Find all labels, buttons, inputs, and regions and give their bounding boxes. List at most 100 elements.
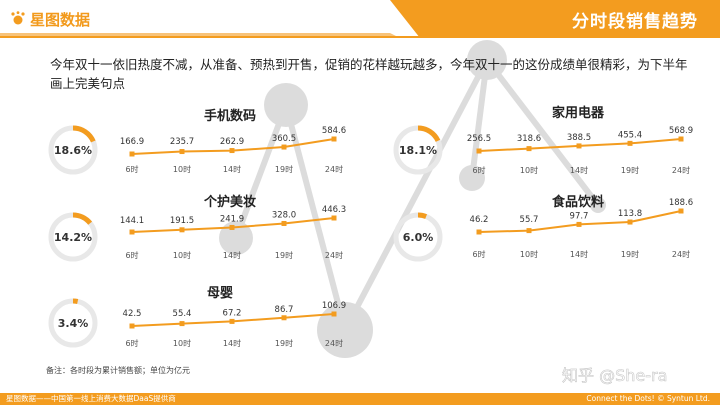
tick-label: 10时 xyxy=(520,249,538,259)
footnote: 备注：各时段为累计销售额；单位为亿元 xyxy=(46,366,190,375)
network-node xyxy=(467,40,507,80)
data-point xyxy=(476,229,482,235)
chart-title: 手机数码 xyxy=(204,108,256,124)
data-label: 256.5 xyxy=(467,134,491,144)
tick-label: 14时 xyxy=(223,338,241,348)
tick-label: 10时 xyxy=(173,250,191,260)
tick-label: 6时 xyxy=(472,165,485,175)
data-point xyxy=(576,221,582,227)
data-label: 191.5 xyxy=(170,216,194,226)
data-label: 241.9 xyxy=(220,214,244,224)
share-ring-arc xyxy=(393,212,443,262)
tick-label: 10时 xyxy=(520,165,538,175)
data-label: 55.4 xyxy=(173,309,192,319)
data-label: 318.6 xyxy=(517,134,541,144)
share-label: 14.2% xyxy=(54,231,92,244)
tick-label: 24时 xyxy=(672,249,690,259)
share-ring-arc xyxy=(48,125,98,175)
tick-label: 24时 xyxy=(325,338,343,348)
network-line xyxy=(283,104,348,331)
data-label: 46.2 xyxy=(470,215,489,225)
data-point xyxy=(281,315,287,321)
data-point xyxy=(526,146,532,152)
tick-label: 19时 xyxy=(621,249,639,259)
share-ring-arc xyxy=(48,212,98,262)
network-node xyxy=(219,221,253,255)
data-point xyxy=(476,148,482,154)
share-ring-arc xyxy=(393,125,443,175)
data-label: 67.2 xyxy=(223,308,242,318)
data-label: 42.5 xyxy=(123,309,142,319)
network-line xyxy=(233,103,289,240)
chart-title: 食品饮料 xyxy=(552,194,604,210)
network-node xyxy=(264,83,308,127)
share-ring-arc xyxy=(48,298,98,348)
data-label: 328.0 xyxy=(272,210,296,220)
tick-label: 10时 xyxy=(173,338,191,348)
data-point xyxy=(229,224,235,230)
share-label: 18.6% xyxy=(54,144,92,157)
data-point xyxy=(678,136,684,142)
data-label: 97.7 xyxy=(570,211,589,221)
data-point xyxy=(281,220,287,226)
network-node xyxy=(590,197,606,213)
data-label: 113.8 xyxy=(618,209,642,219)
data-label: 455.4 xyxy=(618,130,642,140)
share-label: 3.4% xyxy=(58,317,89,330)
tick-label: 24时 xyxy=(325,164,343,174)
share-label: 6.0% xyxy=(403,231,434,244)
network-node xyxy=(459,165,485,191)
tick-label: 19时 xyxy=(621,165,639,175)
network-line xyxy=(484,58,601,207)
footer-bar: 星图数据——中国第一线上消费大数据DaaS提供商 Connect the Dot… xyxy=(0,393,720,405)
data-label: 144.1 xyxy=(120,216,144,226)
data-point xyxy=(678,208,684,214)
data-label: 235.7 xyxy=(170,137,194,147)
data-label: 55.7 xyxy=(520,215,539,225)
data-point xyxy=(179,321,185,327)
tick-label: 19时 xyxy=(275,338,293,348)
data-point xyxy=(129,151,135,157)
share-label: 18.1% xyxy=(399,144,437,157)
tick-label: 6时 xyxy=(472,249,485,259)
data-point xyxy=(229,318,235,324)
network-node xyxy=(317,302,373,358)
data-label: 584.6 xyxy=(322,126,346,136)
tick-label: 6时 xyxy=(125,164,138,174)
tick-label: 19时 xyxy=(275,250,293,260)
tick-label: 14时 xyxy=(223,164,241,174)
tick-label: 14时 xyxy=(570,249,588,259)
data-point xyxy=(179,149,185,155)
tick-label: 6时 xyxy=(125,338,138,348)
data-point xyxy=(129,323,135,329)
data-label: 446.3 xyxy=(322,205,346,215)
tick-label: 19时 xyxy=(275,164,293,174)
chart-title: 母婴 xyxy=(207,285,233,301)
data-point xyxy=(331,215,337,221)
tick-label: 10时 xyxy=(173,164,191,174)
data-label: 360.5 xyxy=(272,134,296,144)
data-point xyxy=(331,311,337,317)
page-title: 分时段销售趋势 xyxy=(572,12,698,32)
tick-label: 24时 xyxy=(672,165,690,175)
data-label: 86.7 xyxy=(275,305,294,315)
data-point xyxy=(627,219,633,225)
data-point xyxy=(179,227,185,233)
data-label: 188.6 xyxy=(669,198,693,208)
data-point xyxy=(576,143,582,149)
data-point xyxy=(331,136,337,142)
tick-label: 14时 xyxy=(223,250,241,260)
chart-title: 个护美妆 xyxy=(203,194,256,210)
brand-logo: 星图数据 xyxy=(10,8,90,30)
chart-title: 家用电器 xyxy=(552,105,605,121)
intro-text: 今年双十一依旧热度不减，从准备、预热到开售，促销的花样越玩越多，今年双十一的这份… xyxy=(50,57,688,91)
data-label: 568.9 xyxy=(669,126,693,136)
star-logo-icon xyxy=(11,11,25,25)
data-point xyxy=(281,144,287,150)
tick-label: 6时 xyxy=(125,250,138,260)
watermark: 知乎 @She-ra xyxy=(562,366,668,386)
network-line xyxy=(342,58,490,332)
header-band xyxy=(0,0,720,38)
